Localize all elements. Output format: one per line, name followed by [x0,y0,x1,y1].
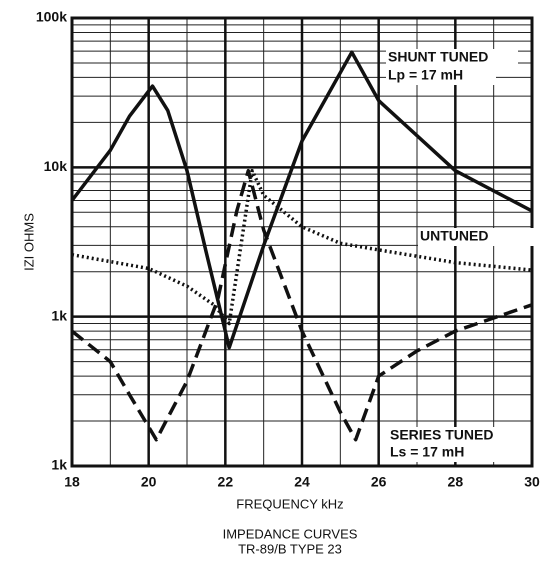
x-tick-label: 30 [524,474,540,490]
x-tick-label: 20 [141,474,157,490]
x-tick-label: 18 [64,474,80,490]
label-bg [386,67,496,85]
series-line [71,168,533,326]
series-line [70,168,533,442]
label-bg [386,49,518,67]
label-bg [418,228,550,246]
label-bg [388,444,498,462]
annotation: Lp = 17 mH [388,67,463,83]
series-label: SHUNT TUNED [388,49,488,65]
y-axis-label: IZI OHMS [21,213,36,271]
caption: TR-89/B TYPE 23 [238,541,342,556]
x-axis-label: FREQUENCY kHz [236,496,343,511]
label-bg [388,427,520,445]
series-label: SERIES TUNED [390,427,493,443]
caption: IMPEDANCE CURVES [223,526,358,541]
series-line [70,50,533,350]
x-tick-label: 26 [371,474,387,490]
x-tick-label: 22 [218,474,234,490]
series-label: UNTUNED [420,228,488,244]
y-tick-label: 1k [51,457,67,473]
y-tick-label: 10k [44,158,68,174]
y-tick-label: 100k [36,9,67,25]
annotation: Ls = 17 mH [390,444,464,460]
x-tick-label: 24 [294,474,310,490]
x-tick-label: 28 [448,474,464,490]
y-tick-label: 1k [51,307,67,323]
